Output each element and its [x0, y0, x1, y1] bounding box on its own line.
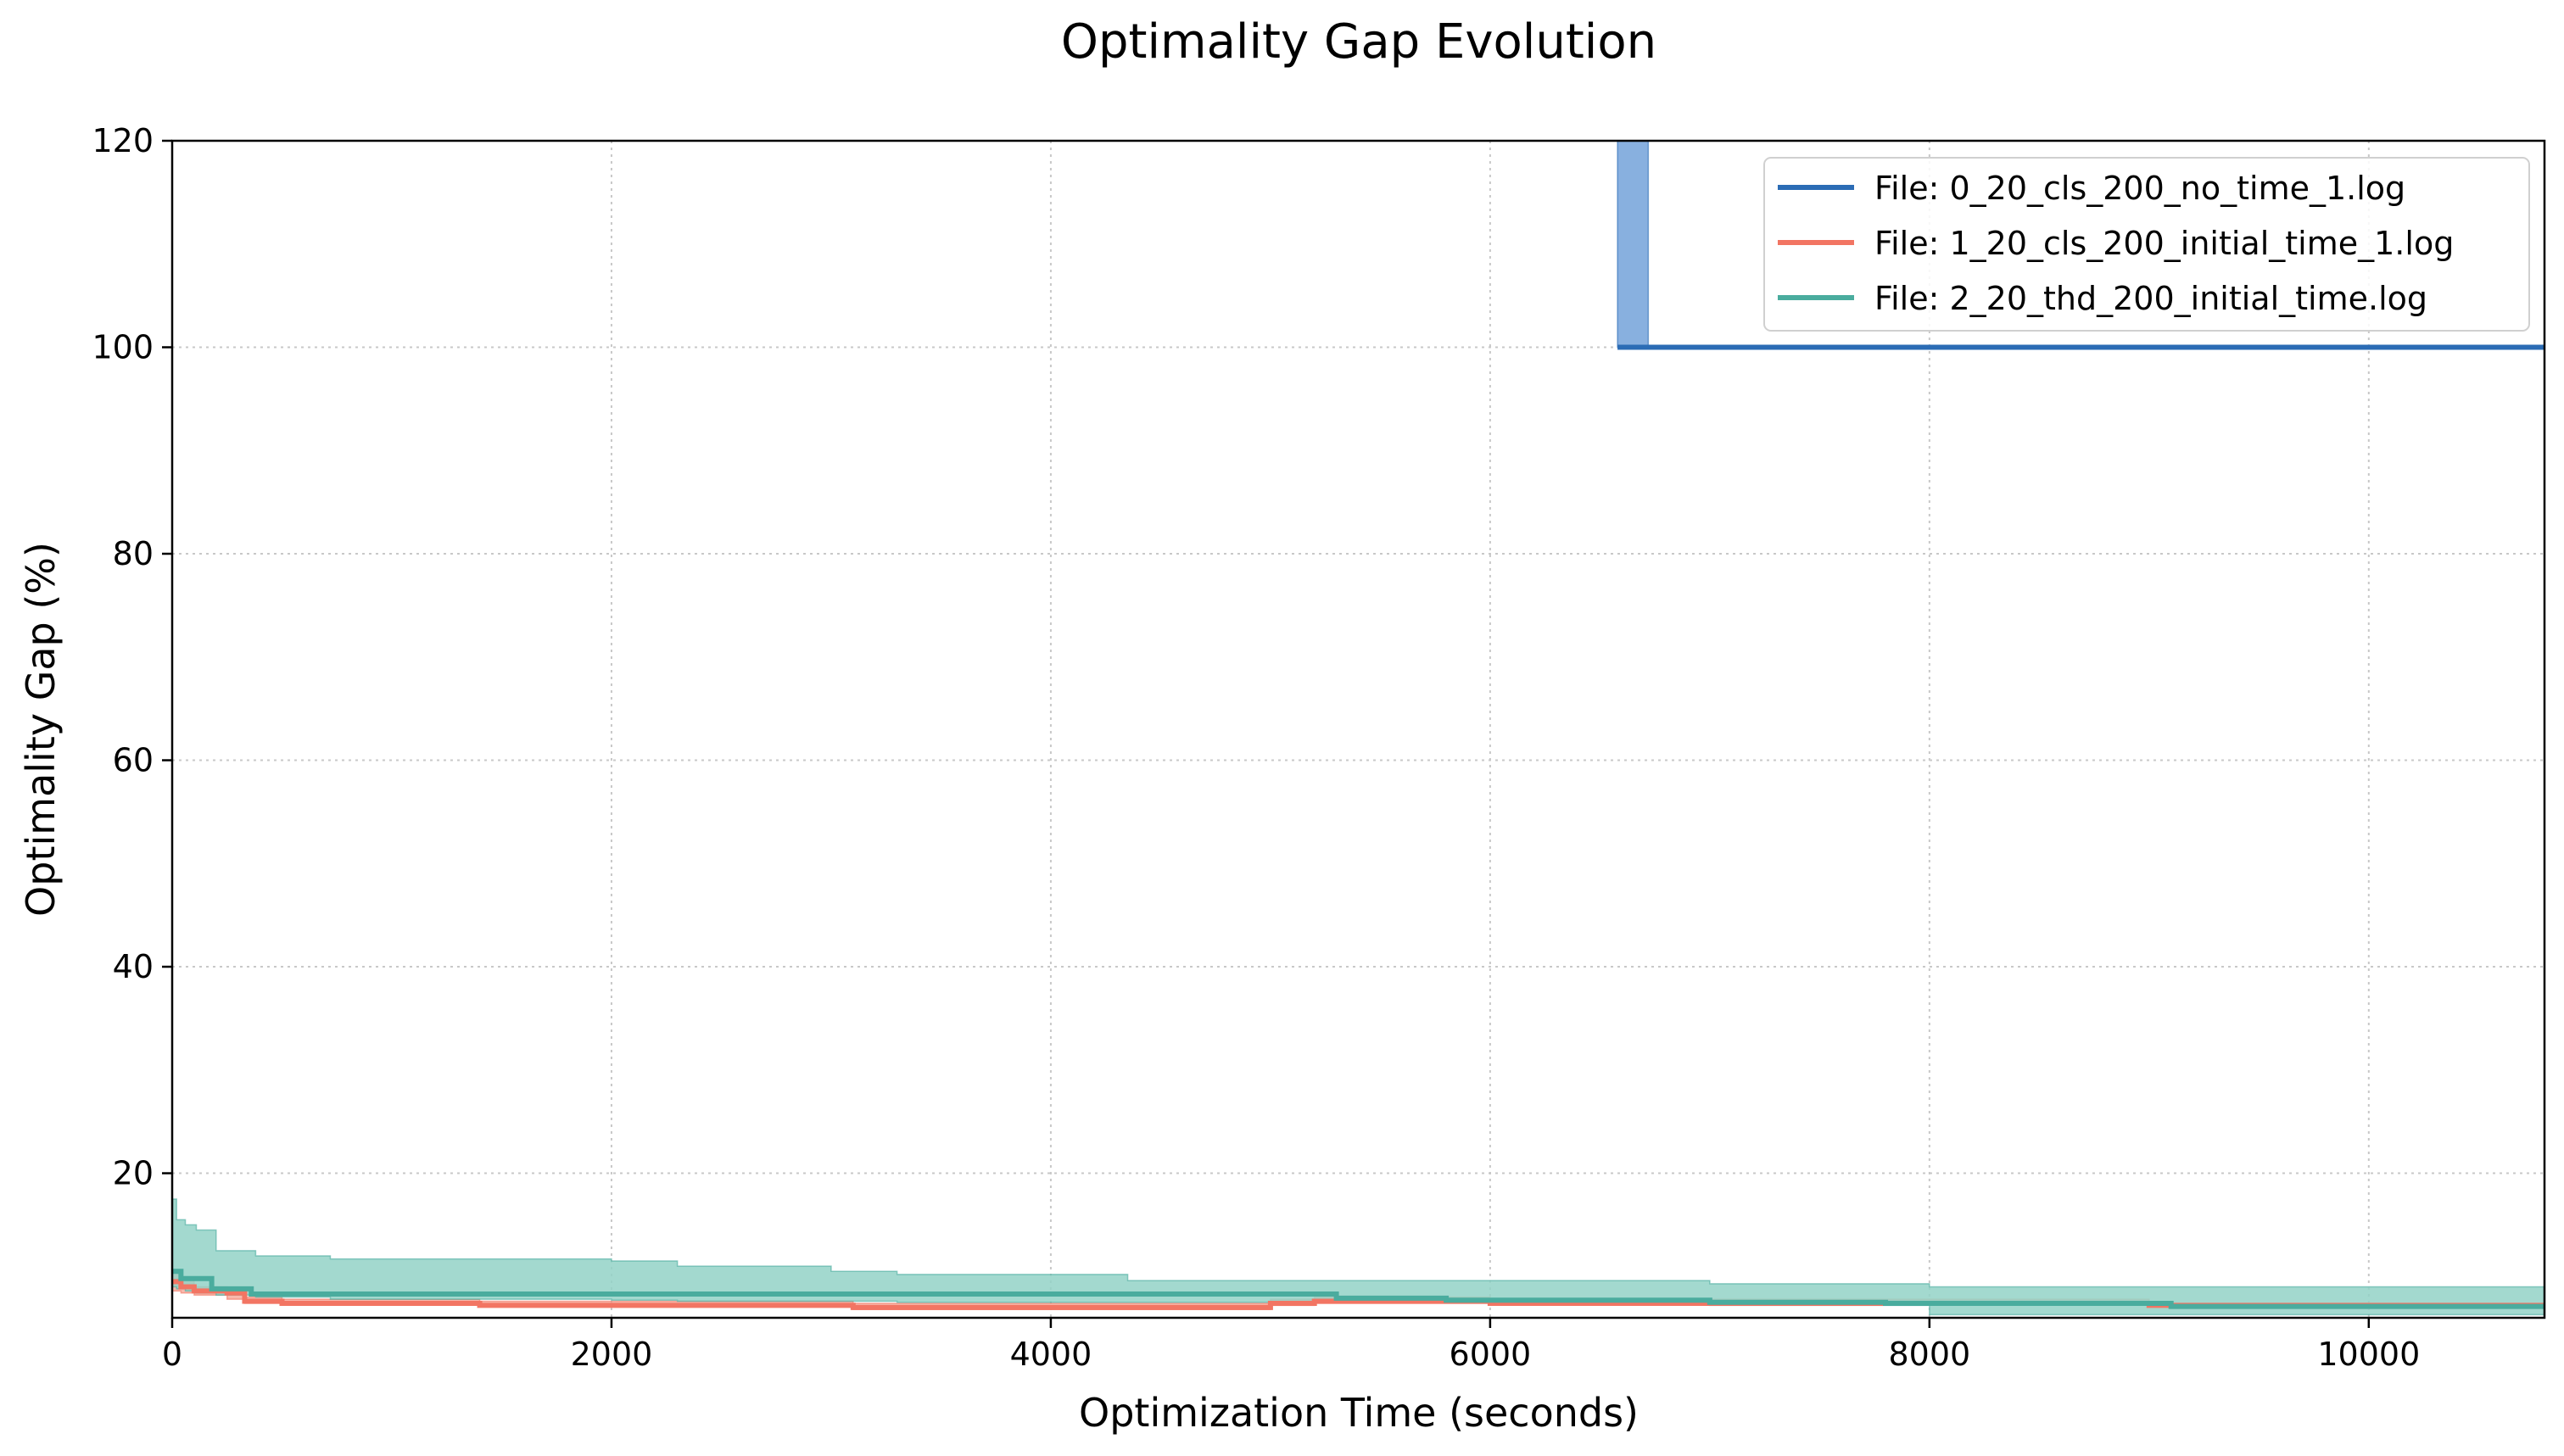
chart-title: Optimality Gap Evolution [1061, 14, 1656, 70]
y-tick-label: 120 [92, 122, 154, 159]
legend-box [1763, 157, 2530, 332]
y-tick-label: 100 [92, 329, 154, 366]
series-lines [172, 344, 2544, 1310]
x-tick-label: 4000 [1010, 1336, 1092, 1373]
y-tick-label: 40 [113, 948, 154, 985]
legend-label: File: 0_20_cls_200_no_time_1.log [1874, 170, 2405, 207]
y-axis-label: Optimality Gap (%) [18, 542, 64, 917]
x-tick-label: 0 [162, 1336, 182, 1373]
legend-label: File: 2_20_thd_200_initial_time.log [1874, 280, 2427, 317]
y-tick-label: 20 [113, 1155, 154, 1192]
y-tick-label: 60 [113, 742, 154, 779]
legend-label: File: 1_20_cls_200_initial_time_1.log [1874, 225, 2454, 262]
y-tick-label: 80 [113, 535, 154, 572]
y-axis-ticks: 20 40 60 80 100 120 [92, 122, 172, 1192]
x-tick-label: 2000 [571, 1336, 653, 1373]
x-tick-label: 10000 [2317, 1336, 2420, 1373]
series-band [1617, 140, 1650, 349]
legend: File: 0_20_cls_200_no_time_1.log File: 1… [1763, 157, 2530, 332]
x-axis-label: Optimization Time (seconds) [1079, 1390, 1639, 1436]
series-line [172, 1269, 2544, 1309]
plot-frame [170, 139, 2546, 1319]
x-tick-label: 6000 [1450, 1336, 1532, 1373]
x-axis-ticks: 0 2000 4000 6000 8000 10000 [162, 1318, 2420, 1373]
x-tick-label: 8000 [1888, 1336, 1970, 1373]
